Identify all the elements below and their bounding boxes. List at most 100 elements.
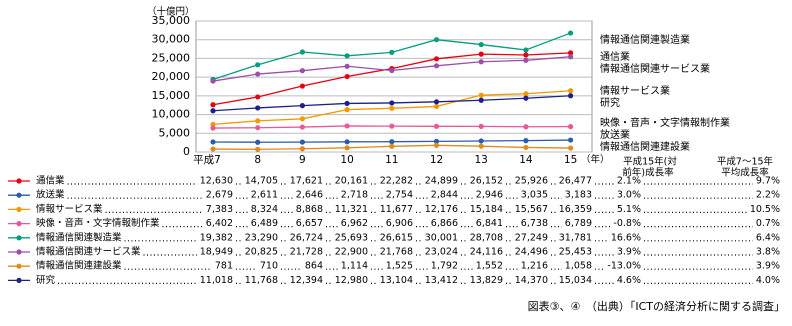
growth-header: 平成15年(対 <box>623 156 677 168</box>
table-cell: -13.0% <box>607 261 641 272</box>
data-point <box>568 93 574 99</box>
table-cell: -0.8% <box>613 218 641 229</box>
data-point <box>433 103 440 110</box>
row-label: 情報通信関連サービス業 <box>36 246 141 258</box>
data-point <box>568 145 574 151</box>
x-tick-label: 9 <box>299 154 306 166</box>
data-point <box>568 137 574 143</box>
table-cell: 6,841 <box>476 218 503 229</box>
data-point <box>568 88 574 94</box>
data-point <box>299 124 305 130</box>
data-point <box>344 63 350 69</box>
series-end-label: 放送業 <box>600 128 630 141</box>
table-cell: 6,866 <box>431 218 458 229</box>
table-cell: 0.7% <box>756 218 780 229</box>
data-point <box>478 97 484 103</box>
table-cell: 13,829 <box>470 275 503 286</box>
table-cell: 2,679 <box>206 190 233 201</box>
table-cell: 1,058 <box>565 261 592 272</box>
data-point <box>433 56 440 62</box>
data-point <box>523 47 529 53</box>
data-point <box>478 51 484 57</box>
legend-marker <box>16 277 22 283</box>
data-point <box>255 62 261 68</box>
data-point <box>344 73 350 80</box>
series-end-label: 情報通信関連製造業 <box>600 33 690 46</box>
y-tick-label: 30,000 <box>152 33 191 46</box>
legend-marker <box>16 192 22 198</box>
row-label: 研究 <box>36 274 56 286</box>
data-point <box>210 121 216 127</box>
table-cell: 8,324 <box>251 204 278 215</box>
table-cell: 20,825 <box>245 247 278 258</box>
table-cell: 6,489 <box>251 218 278 229</box>
table-cell: 25,453 <box>559 247 592 258</box>
data-point <box>478 92 484 98</box>
table-cell: 3,035 <box>521 190 548 201</box>
table-cell: 2,718 <box>341 190 368 201</box>
row-label: 通信業 <box>36 175 65 187</box>
data-point <box>255 139 261 145</box>
table-cell: 1,792 <box>431 261 458 272</box>
data-point <box>433 123 440 129</box>
table-cell: 24,496 <box>515 247 548 258</box>
data-point <box>568 54 574 60</box>
table-cell: 14,370 <box>515 275 548 286</box>
series-end-label: 映像・音声・文字情報制作業 <box>600 116 730 129</box>
legend-marker <box>16 235 22 241</box>
series-end-label: 情報通信関連サービス業 <box>600 62 710 75</box>
x-tick-label: 12 <box>430 154 443 166</box>
table-cell: 25,926 <box>515 176 548 187</box>
y-tick-label: 35,000 <box>152 14 191 27</box>
data-point <box>389 139 395 145</box>
table-cell: 2.2% <box>756 190 780 201</box>
table-cell: 15,567 <box>515 204 548 215</box>
table-cell: 2.1% <box>617 176 641 187</box>
data-point <box>210 139 216 145</box>
data-point <box>523 91 529 97</box>
data-point <box>344 139 350 145</box>
data-point <box>433 37 440 43</box>
table-cell: 16.6% <box>611 232 641 243</box>
table-cell: 2,646 <box>296 190 323 201</box>
y-tick-label: 10,000 <box>152 108 191 121</box>
data-point <box>255 105 261 111</box>
table-cell: 12,394 <box>290 275 323 286</box>
table-cell: 26,477 <box>559 176 592 187</box>
table-cell: 1,114 <box>341 261 368 272</box>
data-point <box>255 94 261 100</box>
table-cell: 27,249 <box>515 232 548 243</box>
x-tick-label: 13 <box>475 154 488 166</box>
table-cell: 6,789 <box>565 218 592 229</box>
data-point <box>389 105 395 111</box>
data-point <box>389 49 395 55</box>
table-cell: 26,615 <box>380 232 413 243</box>
x-tick-label: 8 <box>254 154 261 166</box>
data-point <box>210 125 216 131</box>
average-header: 平均成長率 <box>721 167 769 179</box>
data-point <box>389 143 395 149</box>
table-cell: 5.1% <box>617 204 641 215</box>
x-tick-label: 11 <box>385 154 398 166</box>
table-cell: 2,754 <box>386 190 413 201</box>
table-cell: 13,104 <box>380 275 413 286</box>
table-cell: 12,630 <box>200 176 233 187</box>
table-cell: 22,900 <box>335 247 368 258</box>
data-point <box>478 143 484 149</box>
data-point <box>210 146 216 152</box>
data-point <box>568 30 574 36</box>
row-label: 情報通信関連建設業 <box>36 260 122 272</box>
table-cell: 2,844 <box>431 190 458 201</box>
table-cell: 30,001 <box>425 232 458 243</box>
y-tick-label: 0 <box>183 145 190 158</box>
table-cell: 15,184 <box>470 204 503 215</box>
row-label: 情報サービス業 <box>36 203 103 215</box>
data-point <box>523 138 529 144</box>
table-cell: 26,724 <box>290 232 323 243</box>
data-point <box>523 52 529 58</box>
table-cell: 19,382 <box>200 232 233 243</box>
data-point <box>389 67 395 74</box>
table-cell: 24,899 <box>425 176 458 187</box>
table-cell: 23,290 <box>245 232 278 243</box>
